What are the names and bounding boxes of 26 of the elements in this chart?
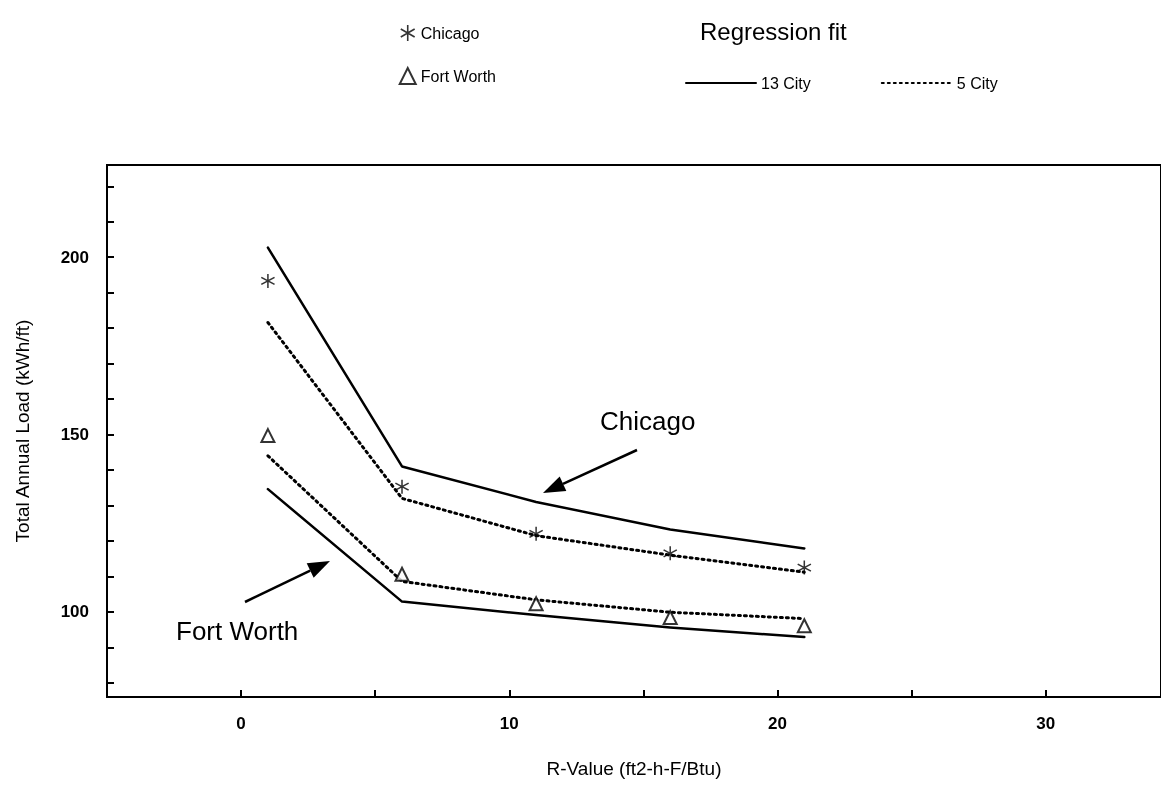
point [260,428,276,444]
x-tick-label: 10 [499,714,519,733]
legend-label: 5 City [956,74,998,92]
point [260,273,275,288]
annotation: Chicago [600,406,696,436]
legend-label: 13 City [761,74,811,92]
x-tick-label: 0 [236,714,246,733]
legend-title: Regression fit [700,17,848,45]
legend-label: Chicago [420,24,480,42]
point [528,596,544,612]
annotation: Fort Worth [176,616,299,646]
y-tick-label: 200 [60,247,89,267]
point [394,566,410,582]
y-tick-label: 150 [60,425,89,445]
line-series [266,246,806,550]
y-tick-label: 100 [60,602,89,622]
point [796,618,812,634]
x-axis-title: R-Value (ft2-h-F/Btu) [546,758,722,779]
x-tick-label: 30 [1036,714,1056,733]
legend-label: Fort Worth [420,67,497,85]
x-tick-label: 20 [768,714,787,733]
point [662,610,678,626]
point [529,526,544,541]
y-axis-title: Total Annual Load (kWh/ft) [12,319,33,543]
point [663,546,678,561]
point [395,479,410,494]
